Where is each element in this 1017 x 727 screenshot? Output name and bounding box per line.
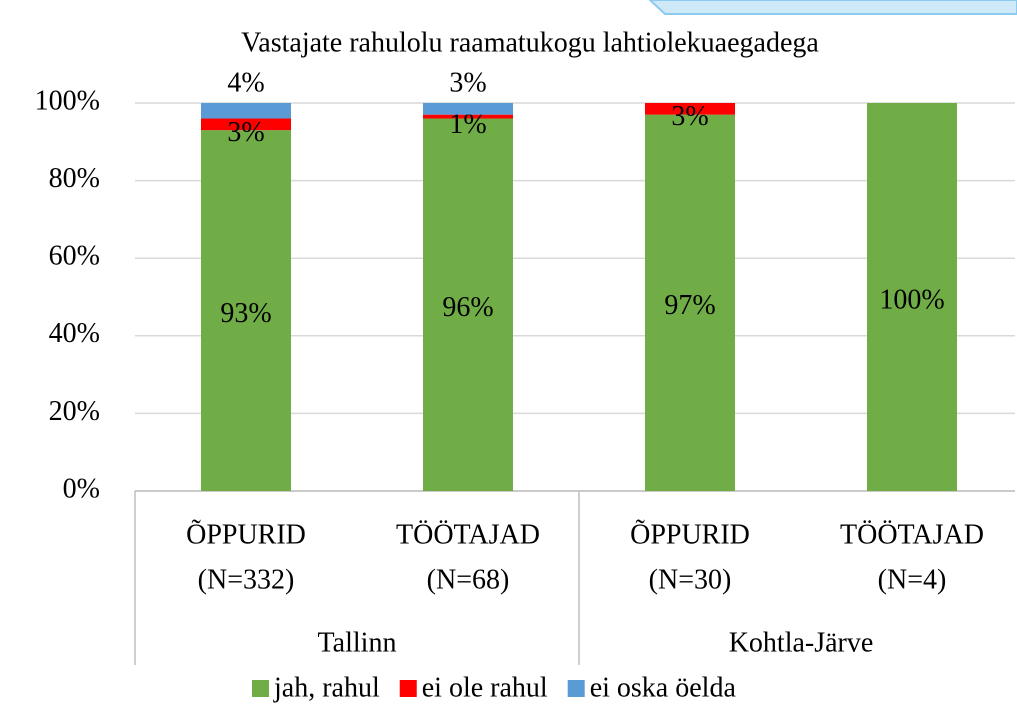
x-tick-label: ÕPPURID bbox=[186, 519, 306, 550]
bar-segment bbox=[201, 118, 291, 131]
x-tick-label: (N=332) bbox=[198, 564, 295, 595]
chart-title: Vastajate rahulolu raamatukogu lahtiolek… bbox=[241, 27, 819, 58]
legend-label: jah, rahul bbox=[273, 672, 380, 703]
data-label: 100% bbox=[879, 284, 944, 315]
group-label: Tallinn bbox=[318, 627, 397, 658]
group-label: Kohtla-Järve bbox=[729, 627, 874, 658]
y-tick-label: 80% bbox=[49, 163, 100, 194]
bar-segment bbox=[423, 114, 513, 119]
x-tick-label: TÖÖTAJAD bbox=[840, 519, 984, 550]
corner-decoration bbox=[648, 0, 1017, 15]
legend-label: ei ole rahul bbox=[422, 672, 548, 703]
bar-segment bbox=[201, 103, 291, 119]
bar-segment bbox=[423, 118, 513, 492]
bar-segment bbox=[645, 114, 735, 491]
data-label: 96% bbox=[442, 292, 493, 323]
legend-swatch bbox=[399, 680, 417, 697]
y-tick-label: 60% bbox=[49, 241, 100, 272]
data-label: 3% bbox=[671, 101, 708, 132]
legend-label: ei oska öelda bbox=[590, 672, 737, 703]
data-label: 97% bbox=[664, 290, 715, 321]
data-label: 3% bbox=[227, 117, 264, 148]
data-label: 93% bbox=[220, 298, 271, 329]
x-tick-label: ÕPPURID bbox=[630, 519, 750, 550]
data-label: 3% bbox=[449, 67, 486, 98]
bar-segment bbox=[423, 103, 513, 115]
y-tick-label: 0% bbox=[63, 473, 100, 504]
legend-swatch bbox=[567, 680, 585, 697]
legend-swatch bbox=[252, 680, 269, 697]
y-tick-label: 20% bbox=[49, 396, 100, 427]
bar-segment bbox=[867, 103, 957, 491]
x-tick-label: (N=4) bbox=[878, 564, 947, 595]
y-tick-label: 100% bbox=[35, 85, 100, 116]
bar-segment bbox=[201, 130, 291, 491]
y-tick-label: 40% bbox=[49, 318, 100, 349]
x-tick-label: TÖÖTAJAD bbox=[396, 519, 540, 550]
bar-segment bbox=[645, 103, 735, 115]
x-tick-label: (N=30) bbox=[649, 564, 732, 595]
data-label: 4% bbox=[227, 67, 264, 98]
x-tick-label: (N=68) bbox=[427, 564, 510, 595]
